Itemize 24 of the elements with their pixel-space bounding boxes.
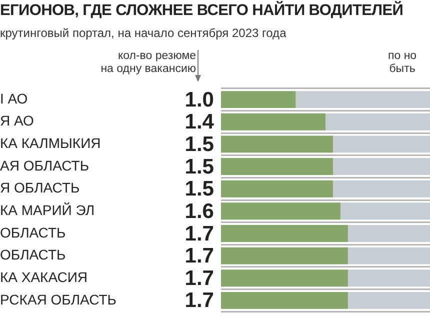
data-label: 1.4 (184, 110, 214, 134)
data-label: 1.5 (184, 155, 214, 178)
chart-title: ЕГИОНОВ, ГДЕ СЛОЖНЕЕ ВСЕГО НАЙТИ ВОДИТЕЛЕЙ (0, 2, 404, 20)
y-tick-label: I АО (0, 90, 28, 106)
data-label: 1.7 (184, 222, 214, 246)
data-label: 1.7 (184, 244, 214, 268)
data-label: 1.7 (184, 289, 214, 312)
y-tick-label: КА ХАКАСИЯ (0, 268, 88, 285)
text: по но быть (388, 50, 417, 76)
data-label: 1.5 (184, 132, 214, 156)
y-tick-label: КА КАЛМЫКИЯ (0, 135, 101, 152)
y-tick-label: ОБЛАСТЬ (0, 246, 66, 263)
data-label: 1.5 (184, 178, 214, 201)
data-label: 1.6 (184, 200, 214, 223)
text: кол-во резюме на одну вакансию (100, 50, 196, 76)
y-tick-label: ОБЛАСТЬ (0, 224, 66, 240)
y-tick-label: Я АО (0, 112, 34, 129)
y-tick-label: Я ОБЛАСТЬ (0, 180, 80, 196)
y-tick-label: АЯ ОБЛАСТЬ (0, 157, 90, 174)
data-label: 1.7 (184, 266, 214, 290)
chart-subtitle: крутинговый портал, на начало сентября 2023 года (0, 26, 286, 40)
y-tick-label: КА МАРИЙ ЭЛ (0, 202, 95, 218)
data-label: 1.0 (184, 88, 214, 112)
y-tick-label: РСКАЯ ОБЛАСТЬ (0, 291, 116, 308)
